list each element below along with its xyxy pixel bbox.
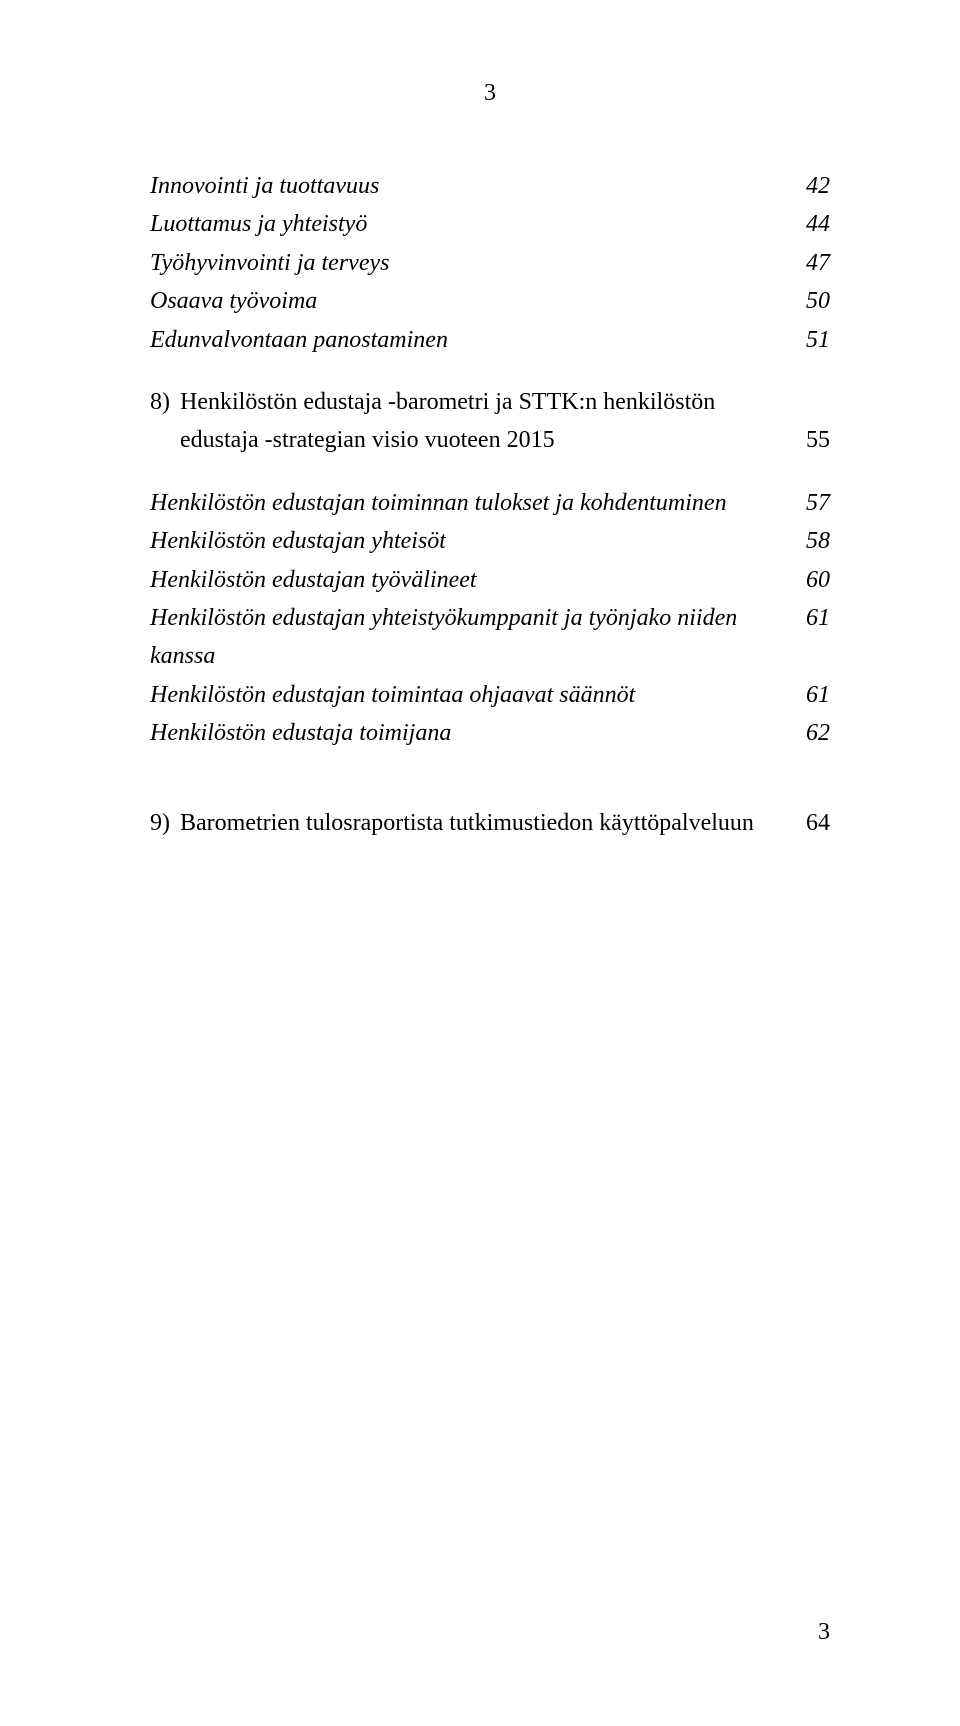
toc-page: 44 [790, 205, 830, 243]
toc-section-label: 9)Barometrien tulosraportista tutkimusti… [150, 804, 790, 842]
toc-item: Edunvalvontaan panostaminen 51 [150, 321, 830, 359]
toc-item: Henkilöstön edustajan toiminnan tulokset… [150, 484, 830, 522]
toc-page: 62 [790, 714, 830, 752]
toc-item: Henkilöstön edustajan yhteistyökumppanit… [150, 599, 830, 676]
toc-item: Henkilöstön edustajan työvälineet 60 [150, 561, 830, 599]
toc-page: 61 [790, 676, 830, 714]
toc-section-title: Barometrien tulosraportista tutkimustied… [180, 810, 754, 836]
toc-item: Innovointi ja tuottavuus 42 [150, 167, 830, 205]
toc-page: 57 [790, 484, 830, 522]
toc-item: Luottamus ja yhteistyö 44 [150, 205, 830, 243]
spacer [150, 359, 830, 383]
spacer [150, 460, 830, 484]
toc-page: 58 [790, 522, 830, 560]
toc-page: 47 [790, 244, 830, 282]
toc-page: 61 [790, 599, 830, 637]
toc-label: Henkilöstön edustajan toiminnan tulokset… [150, 484, 790, 522]
toc-item: Työhyvinvointi ja terveys 47 [150, 244, 830, 282]
page-number-top: 3 [150, 0, 830, 167]
toc-label: Henkilöstön edustajan yhteistyökumppanit… [150, 599, 790, 676]
toc-section-label: 8)Henkilöstön edustaja -barometri ja STT… [150, 383, 790, 421]
toc-label: Työhyvinvointi ja terveys [150, 244, 790, 282]
toc-page: 60 [790, 561, 830, 599]
toc-page: 51 [790, 321, 830, 359]
toc-section-9: 9)Barometrien tulosraportista tutkimusti… [150, 804, 830, 842]
toc-label: Edunvalvontaan panostaminen [150, 321, 790, 359]
toc-page: 50 [790, 282, 830, 320]
toc-label: Osaava työvoima [150, 282, 790, 320]
toc-section-title-line2: edustaja -strategian visio vuoteen 2015 [150, 421, 790, 459]
toc-label: Luottamus ja yhteistyö [150, 205, 790, 243]
toc-label: Henkilöstön edustaja toimijana [150, 714, 790, 752]
toc-section-8: 8)Henkilöstön edustaja -barometri ja STT… [150, 383, 830, 421]
toc-page: 55 [790, 421, 830, 459]
toc-item: Henkilöstön edustajan toimintaa ohjaavat… [150, 676, 830, 714]
toc-page: 64 [790, 804, 830, 842]
toc-item: Henkilöstön edustaja toimijana 62 [150, 714, 830, 752]
toc-item: Osaava työvoima 50 [150, 282, 830, 320]
document-page: 3 Innovointi ja tuottavuus 42 Luottamus … [0, 0, 960, 1726]
toc-label: Henkilöstön edustajan yhteisöt [150, 522, 790, 560]
toc-page: 42 [790, 167, 830, 205]
toc-section-title-line1: Henkilöstön edustaja -barometri ja STTK:… [180, 389, 715, 415]
toc-item: Henkilöstön edustajan yhteisöt 58 [150, 522, 830, 560]
page-number-bottom: 3 [818, 1619, 830, 1646]
toc-section-number: 9) [150, 804, 180, 842]
spacer [150, 752, 830, 804]
toc-label: Henkilöstön edustajan toimintaa ohjaavat… [150, 676, 790, 714]
toc-label: Henkilöstön edustajan työvälineet [150, 561, 790, 599]
toc-section-8-line2: edustaja -strategian visio vuoteen 2015 … [150, 421, 830, 459]
toc-label: Innovointi ja tuottavuus [150, 167, 790, 205]
toc-section-number: 8) [150, 383, 180, 421]
